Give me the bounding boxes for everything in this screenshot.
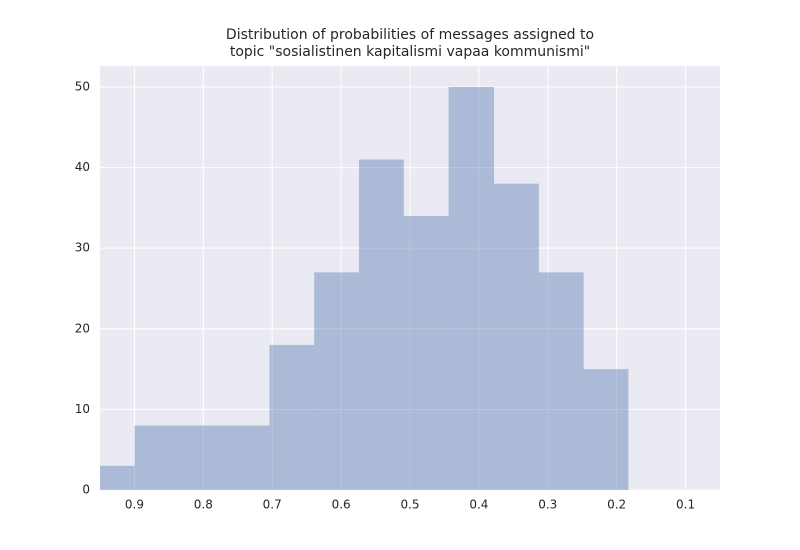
bar [494, 183, 539, 490]
y-tick-label: 10 [75, 402, 90, 416]
y-tick-label: 50 [75, 79, 90, 93]
x-tick-label: 0.5 [400, 498, 419, 512]
chart-title: Distribution of probabilities of message… [226, 27, 594, 43]
x-tick-label: 0.2 [607, 498, 626, 512]
bar [100, 465, 135, 490]
bar [359, 159, 404, 490]
chart-title: topic "sosialistinen kapitalismi vapaa k… [230, 44, 590, 60]
bar [179, 425, 224, 490]
x-tick-label: 0.1 [676, 498, 695, 512]
bar [224, 425, 270, 490]
bar [538, 272, 584, 490]
bar [583, 369, 629, 490]
x-tick-label: 0.8 [194, 498, 213, 512]
y-tick-label: 40 [75, 160, 90, 174]
bar [314, 272, 360, 490]
x-tick-label: 0.7 [263, 498, 282, 512]
x-tick-label: 0.3 [538, 498, 557, 512]
x-tick-label: 0.6 [332, 498, 351, 512]
bar [448, 86, 495, 490]
grid [100, 66, 720, 491]
bars [100, 86, 629, 490]
x-tick-label: 0.4 [469, 498, 488, 512]
y-tick-label: 30 [75, 241, 90, 255]
y-tick-label: 20 [75, 321, 90, 335]
y-tick-label: 0 [82, 483, 90, 497]
bar [134, 425, 180, 490]
bar [269, 344, 315, 490]
bar [403, 215, 449, 490]
x-tick-label: 0.9 [125, 498, 144, 512]
